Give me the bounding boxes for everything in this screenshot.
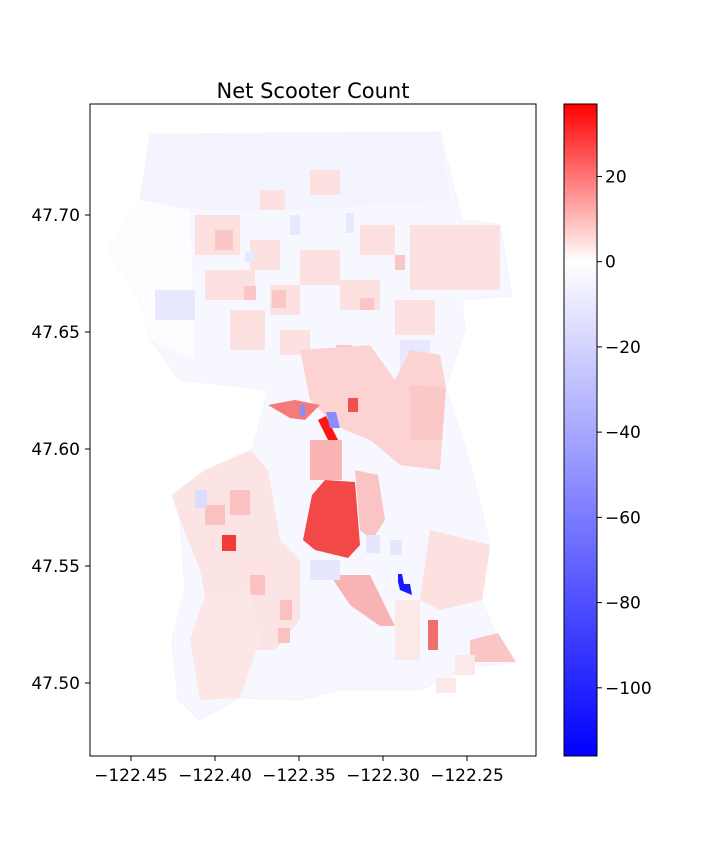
west-seattle-patches bbox=[205, 490, 292, 643]
duwamish-pink-region bbox=[330, 575, 395, 626]
sodo-red-region bbox=[303, 480, 360, 558]
y-tick-label: 47.50 bbox=[31, 674, 80, 694]
downtown-blue-patch bbox=[300, 405, 340, 428]
rainier-pink-region bbox=[420, 530, 490, 610]
south-pink-region bbox=[190, 590, 260, 700]
downtown-pink-region bbox=[300, 345, 446, 470]
south-light-patches bbox=[395, 600, 475, 693]
north-neutral-region bbox=[140, 132, 450, 210]
x-tick-label: −122.40 bbox=[178, 766, 252, 786]
colorbar-tick-label: −40 bbox=[605, 423, 641, 443]
colorbar-gradient bbox=[563, 103, 598, 757]
map-axes-frame bbox=[89, 103, 537, 757]
choropleth-map bbox=[107, 131, 517, 721]
southeast-pink-region bbox=[470, 633, 516, 662]
x-tick-label: −122.35 bbox=[262, 766, 336, 786]
colorbar-tick-label: 20 bbox=[605, 167, 627, 187]
colorbar-tick-label: −20 bbox=[605, 338, 641, 358]
y-axis: 47.70 47.65 47.60 47.55 47.50 bbox=[31, 206, 90, 694]
colorbar-tick-label: −60 bbox=[605, 508, 641, 528]
central-pink-patch bbox=[310, 440, 342, 480]
x-tick-label: −122.25 bbox=[430, 766, 504, 786]
south-light-blue-patches bbox=[310, 535, 402, 580]
downtown-red-diagonal bbox=[318, 416, 338, 444]
waterfront-red-region bbox=[268, 400, 320, 420]
y-tick-label: 47.60 bbox=[31, 440, 80, 460]
x-tick-label: −122.30 bbox=[346, 766, 420, 786]
southeast-red-strip bbox=[428, 620, 438, 650]
y-tick-label: 47.70 bbox=[31, 206, 80, 226]
sodo-pink-region bbox=[355, 470, 385, 540]
capitol-red-patch bbox=[348, 398, 358, 412]
west-seattle-red-patch bbox=[222, 535, 236, 551]
chart-title: Net Scooter Count bbox=[217, 79, 410, 103]
x-axis: −122.45 −122.40 −122.35 −122.30 −122.25 bbox=[94, 756, 504, 786]
y-tick-label: 47.65 bbox=[31, 323, 80, 343]
colorbar-tick-label: −100 bbox=[605, 679, 652, 699]
y-tick-label: 47.55 bbox=[31, 557, 80, 577]
colorbar-tick-label: −80 bbox=[605, 594, 641, 614]
colorbar: 20 0 −20 −40 −60 −80 −100 bbox=[563, 103, 652, 757]
georgetown-blue-region bbox=[398, 574, 412, 595]
colorbar-tick-label: 0 bbox=[605, 253, 616, 273]
east-pink-region bbox=[410, 385, 446, 440]
west-seattle-blue-patch bbox=[195, 490, 207, 508]
x-tick-label: −122.45 bbox=[94, 766, 168, 786]
colorbar-ticks: 20 0 −20 −40 −60 −80 −100 bbox=[597, 167, 652, 699]
